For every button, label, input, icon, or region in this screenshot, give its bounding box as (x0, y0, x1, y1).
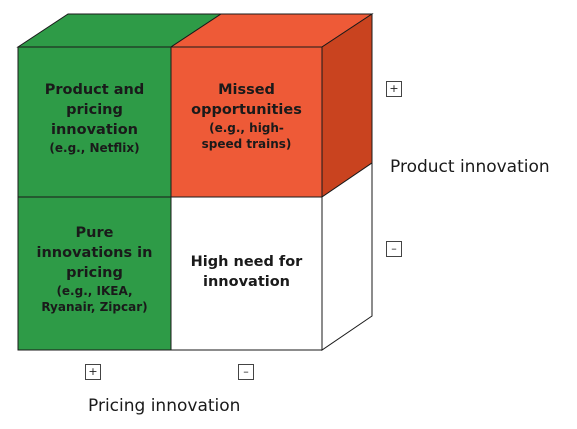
product-minus-sign: – (386, 241, 402, 257)
pricing-innovation-label: Pricing innovation (88, 396, 241, 416)
quadrant-top-right (170, 46, 323, 198)
top-right-line-1: Missed (218, 82, 275, 98)
quadrant-top-left-text: Product and pricing innovation (e.g., Ne… (18, 80, 171, 156)
bottom-left-line-2: innovations in (36, 245, 153, 261)
product-innovation-label: Product innovation (390, 157, 550, 177)
quadrant-top-left (17, 46, 172, 198)
top-right-example-line-1: (e.g., high- (209, 121, 284, 135)
bottom-right-line-2: innovation (203, 274, 290, 290)
pricing-plus-sign: + (85, 364, 101, 380)
top-right-example-line-2: speed trains) (201, 137, 292, 151)
top-left-example: (e.g., Netflix) (49, 141, 140, 155)
product-plus-sign: + (386, 81, 402, 97)
pricing-minus-sign: – (238, 364, 254, 380)
quadrant-top-right-text: Missed opportunities (e.g., high- speed … (171, 80, 322, 152)
top-left-line-1: Product and (44, 82, 145, 98)
bottom-left-example-line-1: (e.g., IKEA, (56, 284, 133, 298)
top-left-line-3: innovation (51, 122, 138, 138)
bottom-left-example-line-2: Ryanair, Zipcar) (41, 300, 148, 314)
quadrant-bottom-right-text: High need for innovation (171, 252, 322, 292)
bottom-left-line-3: pricing (66, 265, 123, 281)
top-right-line-2: opportunities (191, 102, 302, 118)
bottom-left-line-1: Pure (75, 225, 114, 241)
quadrant-bottom-right (170, 196, 323, 351)
bottom-right-line-1: High need for (190, 254, 303, 270)
quadrant-bottom-left-text: Pure innovations in pricing (e.g., IKEA,… (18, 223, 171, 315)
top-left-line-2: pricing (66, 102, 123, 118)
